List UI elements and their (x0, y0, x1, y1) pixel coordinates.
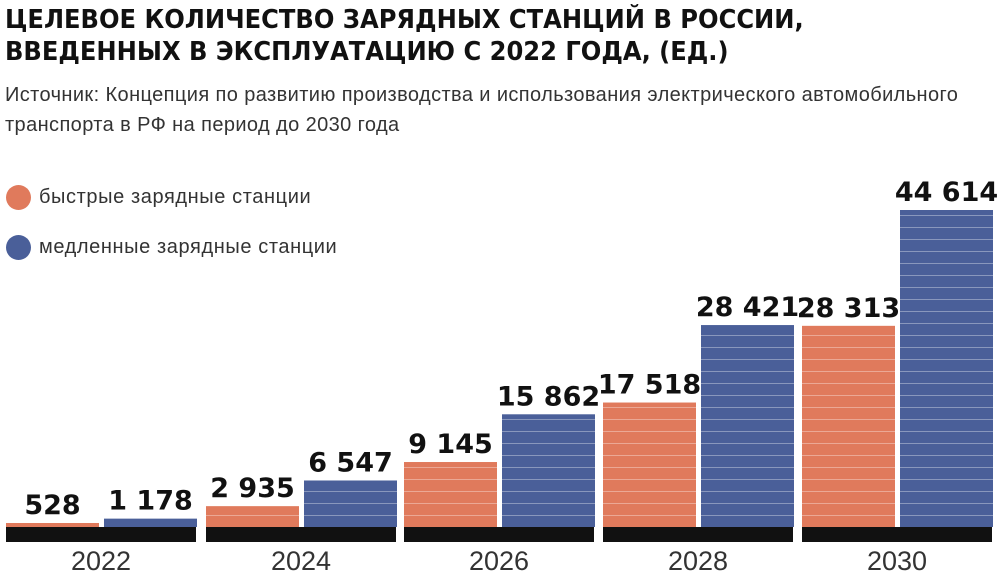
year-label-2030: 2030 (867, 546, 927, 573)
value-label-fast-2022: 528 (24, 490, 80, 521)
baseline-segment-2022 (6, 527, 196, 542)
value-label-fast-2026: 9 145 (408, 429, 493, 460)
chart-source: Источник: Концепция по развитию производ… (5, 84, 959, 136)
bar-slow-2026 (502, 414, 595, 527)
bar-fast-2030 (802, 325, 895, 527)
bar-slow-2028 (701, 325, 794, 527)
bar-slow-2030 (900, 210, 993, 527)
baseline-segment-2028 (603, 527, 793, 542)
bar-slow-2022 (104, 518, 197, 527)
value-label-fast-2024: 2 935 (210, 473, 295, 504)
baseline-segment-2030 (802, 527, 992, 542)
bar-fast-2024 (206, 506, 299, 527)
legend-label-slow: медленные зарядные станции (39, 235, 338, 258)
value-label-fast-2030: 28 313 (797, 293, 900, 324)
value-label-slow-2026: 15 862 (497, 381, 600, 412)
year-label-2026: 2026 (469, 546, 529, 573)
bar-slow-2024 (304, 480, 397, 527)
legend-label-fast: быстрые зарядные станции (39, 185, 312, 208)
bar-fast-2022 (6, 523, 99, 527)
year-label-2022: 2022 (71, 546, 131, 573)
value-label-fast-2028: 17 518 (598, 370, 701, 401)
legend-item-slow: медленные зарядные станции (6, 230, 337, 264)
legend: быстрые зарядные станции медленные заряд… (6, 180, 337, 280)
baseline-segment-2026 (404, 527, 594, 542)
value-label-slow-2030: 44 614 (895, 177, 998, 208)
value-label-slow-2022: 1 178 (108, 486, 193, 517)
chart-title: ЦЕЛЕВОЕ КОЛИЧЕСТВО ЗАРЯДНЫХ СТАНЦИЙ В РО… (5, 5, 804, 67)
baseline-segment-2024 (206, 527, 396, 542)
value-label-slow-2024: 6 547 (308, 447, 393, 478)
bar-fast-2028 (603, 402, 696, 527)
legend-swatch-fast (6, 184, 31, 210)
legend-item-fast: быстрые зарядные станции (6, 180, 337, 214)
year-label-2024: 2024 (271, 546, 331, 573)
bar-fast-2026 (404, 462, 497, 527)
year-label-2028: 2028 (668, 546, 728, 573)
value-label-slow-2028: 28 421 (696, 292, 799, 323)
legend-swatch-slow (6, 234, 31, 260)
